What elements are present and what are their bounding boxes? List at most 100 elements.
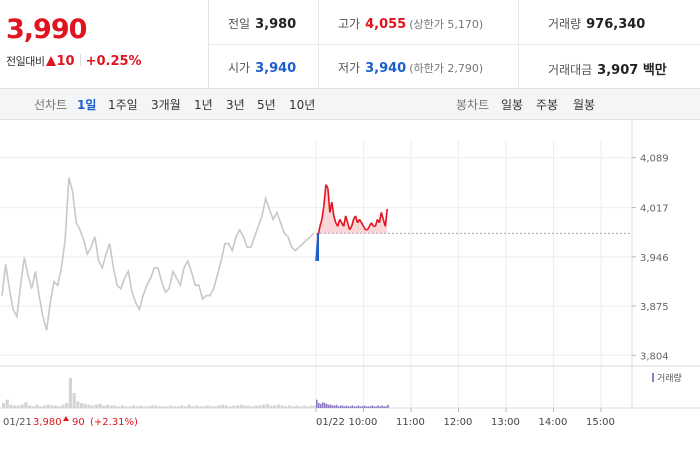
volume-bar-prev (120, 405, 124, 408)
volume-bar-today (381, 405, 383, 408)
volume-bar-today (337, 406, 340, 408)
volume-bar-prev (139, 405, 143, 408)
volume-bar-today (359, 406, 362, 408)
stat-value: 3,980 (255, 17, 297, 32)
today-line-segment (366, 225, 371, 231)
today-line-segment (346, 222, 351, 230)
volume-bar-today (347, 406, 350, 408)
tab-weekly-candle[interactable]: 주봉 (536, 98, 559, 112)
divider (208, 44, 700, 45)
volume-bar-prev (9, 404, 13, 408)
stat-high: 고가 4,055 (상한가 5,170) (338, 15, 483, 32)
volume-bar-prev (180, 405, 184, 408)
tab-monthly-candle[interactable]: 월봉 (573, 98, 596, 112)
stat-label: 저가 (338, 61, 361, 75)
stat-value: 3,940 (255, 61, 297, 76)
volume-bar-prev (161, 406, 165, 408)
x-tick-label: 13:00 (491, 417, 520, 428)
volume-bar-today (319, 403, 322, 408)
stat-open: 시가 3,940 (228, 59, 296, 76)
tab-1-year[interactable]: 1년 (194, 98, 213, 112)
tab-1-day[interactable]: 1일 (77, 98, 97, 112)
y-tick-label: 3,875 (640, 302, 669, 313)
tab-3-months[interactable]: 3개월 (151, 98, 181, 112)
stat-value: 4,055 (365, 17, 407, 32)
upper-limit: (상한가 5,170) (409, 18, 484, 31)
volume-bar-prev (5, 399, 9, 408)
volume-bar-prev (302, 405, 306, 408)
volume-bar-today (365, 406, 368, 408)
today-line-segment (323, 184, 327, 206)
volume-bar-prev (39, 406, 43, 408)
prev-change-pct-label: (+2.31%) (90, 417, 138, 428)
volume-bar-prev (314, 405, 318, 408)
volume-bar-today (341, 405, 344, 408)
stat-low: 저가 3,940 (하한가 2,790) (338, 59, 483, 76)
today-line-segment (325, 184, 329, 189)
y-tick-label: 3,804 (640, 351, 669, 362)
today-line-segment (384, 208, 389, 227)
volume-bar-today (383, 406, 385, 408)
today-line-segment (362, 225, 367, 231)
volume-bar-prev (154, 405, 158, 408)
volume-bar-today (353, 406, 356, 408)
volume-bar-prev (76, 401, 80, 408)
today-line-segment (354, 215, 359, 224)
volume-bar-prev (35, 404, 39, 408)
volume-bar-prev (187, 404, 191, 408)
today-line-segment (380, 212, 385, 220)
volume-bar-prev (113, 405, 117, 408)
volume-bar-today (375, 406, 377, 408)
volume-bar-today (351, 405, 354, 408)
tab-daily-candle[interactable]: 일봉 (501, 98, 524, 112)
change-value: 10 (56, 54, 75, 69)
volume-legend-label: 거래량 (657, 372, 682, 384)
volume-bar-prev (146, 406, 150, 408)
volume-bar-prev (195, 405, 199, 408)
stat-prev-close: 전일 3,980 (228, 15, 296, 32)
tab-3-years[interactable]: 3년 (226, 98, 245, 112)
volume-bar-prev (254, 405, 258, 408)
volume-bar-prev (135, 406, 139, 408)
volume-bar-prev (94, 404, 98, 408)
tab-1-week[interactable]: 1주일 (108, 98, 138, 112)
today-line-segment (374, 219, 379, 227)
volume-bar-prev (54, 405, 58, 408)
volume-bar-prev (273, 405, 277, 408)
x-tick-label: 10:00 (349, 417, 378, 428)
volume-bar-prev (150, 405, 154, 408)
period-tab-bar: 선차트 1일 1주일 3개월 1년 3년 5년 10년 봉차트 일봉 주봉 월봉 (0, 89, 700, 120)
today-line-segment (358, 218, 363, 224)
volume-bar-prev (24, 402, 28, 408)
volume-bar-today (325, 403, 328, 408)
tab-10-years[interactable]: 10년 (289, 98, 316, 112)
tab-5-years[interactable]: 5년 (257, 98, 276, 112)
price-summary: 3,990 전일대비 10 +0.25% (0, 0, 209, 88)
volume-bar-today (323, 403, 326, 408)
volume-bar-today (377, 405, 379, 408)
price-chart-svg: 4,089 4,017 3,946 3,875 3,804 거래량 01/21 3,980… (0, 120, 700, 428)
today-line-segment (319, 219, 323, 227)
volume-bar-prev (269, 405, 273, 408)
stat-label: 거래대금 (548, 63, 593, 77)
volume-bar-prev (169, 405, 173, 408)
volume-bar-prev (158, 406, 162, 408)
prev-close-label: 3,980 (33, 417, 62, 428)
volume-bar-today (379, 406, 381, 408)
volume-bar-prev (57, 406, 61, 408)
stat-volume: 거래량 976,340 (548, 15, 645, 32)
volume-bar-today (371, 405, 374, 408)
volume-bar-today (333, 405, 336, 408)
volume-bar-prev (102, 405, 106, 408)
today-area-fill (316, 184, 388, 261)
volume-bar-today (343, 406, 346, 408)
stat-amount: 거래대금 3,907 백만 (548, 59, 667, 78)
volume-bar-prev (128, 406, 132, 408)
volume-bar-prev (117, 406, 121, 408)
volume-bar-prev (132, 405, 136, 408)
volume-bar-today (339, 405, 342, 408)
volume-bar-prev (239, 404, 243, 408)
volume-bar-prev (124, 406, 128, 408)
volume-bar-today (369, 406, 372, 408)
volume-bar-prev (91, 405, 95, 408)
